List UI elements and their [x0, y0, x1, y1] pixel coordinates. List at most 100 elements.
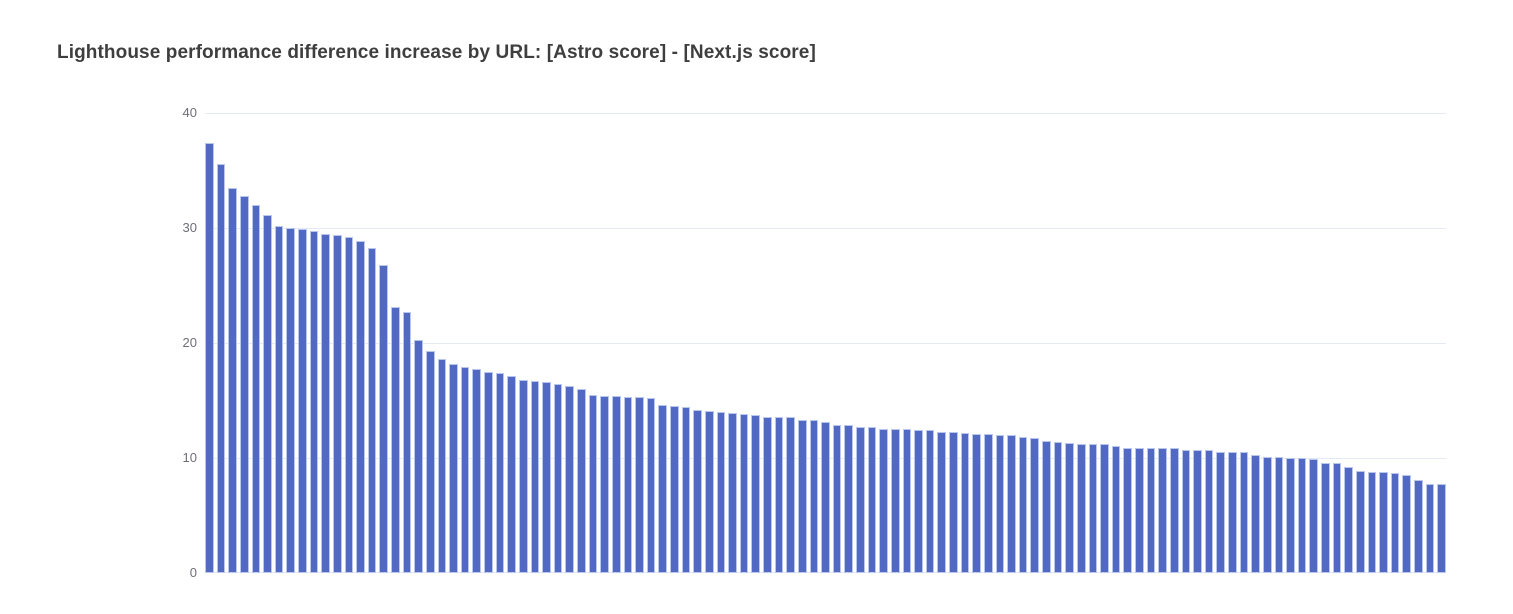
bar[interactable] — [902, 429, 912, 573]
bar[interactable] — [1216, 452, 1226, 573]
bar[interactable] — [263, 215, 272, 573]
bar[interactable] — [1193, 450, 1202, 573]
bar[interactable] — [914, 430, 923, 573]
bar[interactable] — [332, 235, 342, 573]
bar[interactable] — [391, 307, 400, 573]
bar[interactable] — [774, 417, 784, 573]
bar[interactable] — [216, 164, 226, 573]
bar[interactable] — [495, 373, 505, 573]
bar[interactable] — [298, 229, 307, 573]
bar[interactable] — [1414, 480, 1423, 573]
bar[interactable] — [379, 265, 389, 573]
bar[interactable] — [518, 380, 528, 573]
bar[interactable] — [205, 143, 214, 573]
bar[interactable] — [367, 248, 377, 573]
bar[interactable] — [460, 367, 470, 573]
bar[interactable] — [588, 395, 598, 573]
bar[interactable] — [437, 359, 447, 573]
bar[interactable] — [321, 234, 330, 573]
bar[interactable] — [1367, 472, 1377, 573]
bar[interactable] — [1309, 459, 1319, 573]
bar[interactable] — [1425, 484, 1435, 573]
bar[interactable] — [1065, 443, 1074, 573]
bar[interactable] — [1181, 450, 1191, 573]
bar[interactable] — [1169, 448, 1179, 573]
bar[interactable] — [484, 372, 493, 573]
bar[interactable] — [449, 364, 458, 573]
bar[interactable] — [728, 413, 737, 573]
bar[interactable] — [1286, 458, 1295, 573]
bar[interactable] — [739, 414, 749, 573]
bar[interactable] — [821, 422, 830, 573]
bar[interactable] — [239, 196, 249, 573]
bar[interactable] — [1239, 452, 1249, 573]
bar[interactable] — [507, 376, 516, 573]
bar[interactable] — [472, 369, 482, 573]
bar[interactable] — [658, 405, 668, 573]
bar[interactable] — [1088, 444, 1098, 573]
bar[interactable] — [611, 396, 621, 573]
bar[interactable] — [228, 188, 237, 573]
bar[interactable] — [670, 406, 679, 573]
bar[interactable] — [1042, 441, 1051, 573]
bar[interactable] — [1018, 437, 1028, 573]
bar[interactable] — [797, 420, 807, 573]
bar[interactable] — [856, 427, 865, 573]
bar[interactable] — [890, 429, 900, 573]
bar[interactable] — [832, 425, 842, 573]
bar[interactable] — [1332, 463, 1342, 573]
bar[interactable] — [1228, 452, 1237, 573]
bar[interactable] — [1135, 448, 1144, 573]
bar[interactable] — [251, 205, 261, 573]
bar[interactable] — [809, 420, 819, 573]
bar[interactable] — [309, 231, 319, 573]
bar[interactable] — [1344, 467, 1353, 573]
bar[interactable] — [1297, 458, 1307, 573]
bar[interactable] — [1355, 471, 1365, 573]
bar[interactable] — [1030, 438, 1040, 573]
bar[interactable] — [763, 417, 772, 573]
bar[interactable] — [635, 397, 644, 573]
bar[interactable] — [356, 241, 365, 573]
bar[interactable] — [995, 435, 1005, 573]
bar[interactable] — [1111, 446, 1121, 573]
bar[interactable] — [1274, 457, 1284, 573]
bar[interactable] — [1076, 444, 1086, 573]
bar[interactable] — [925, 430, 935, 573]
bar[interactable] — [530, 381, 540, 573]
bar[interactable] — [425, 351, 435, 573]
bar[interactable] — [844, 425, 854, 573]
bar[interactable] — [1146, 448, 1156, 573]
bar[interactable] — [402, 312, 412, 573]
bar[interactable] — [786, 417, 795, 573]
bar[interactable] — [1321, 463, 1330, 573]
bar[interactable] — [693, 410, 702, 573]
bar[interactable] — [565, 386, 575, 573]
bar[interactable] — [867, 427, 877, 573]
bar[interactable] — [1158, 448, 1167, 573]
bar[interactable] — [344, 237, 354, 573]
bar[interactable] — [1123, 448, 1133, 573]
bar[interactable] — [623, 397, 633, 573]
bar[interactable] — [1007, 435, 1016, 573]
bar[interactable] — [1402, 475, 1412, 573]
bar[interactable] — [1390, 473, 1400, 573]
bar[interactable] — [1100, 444, 1109, 573]
bar[interactable] — [553, 384, 563, 573]
bar[interactable] — [577, 389, 586, 573]
bar[interactable] — [681, 407, 691, 573]
bar[interactable] — [542, 382, 551, 573]
bar[interactable] — [414, 340, 423, 573]
bar[interactable] — [1262, 457, 1272, 573]
bar[interactable] — [751, 415, 761, 573]
bar[interactable] — [704, 411, 714, 573]
bar[interactable] — [274, 226, 284, 573]
bar[interactable] — [646, 398, 656, 573]
bar[interactable] — [949, 432, 958, 573]
bar[interactable] — [1379, 472, 1388, 573]
bar[interactable] — [937, 432, 947, 573]
bar[interactable] — [1251, 455, 1260, 573]
bar[interactable] — [716, 412, 726, 573]
bar[interactable] — [1204, 450, 1214, 573]
bar[interactable] — [983, 434, 993, 573]
